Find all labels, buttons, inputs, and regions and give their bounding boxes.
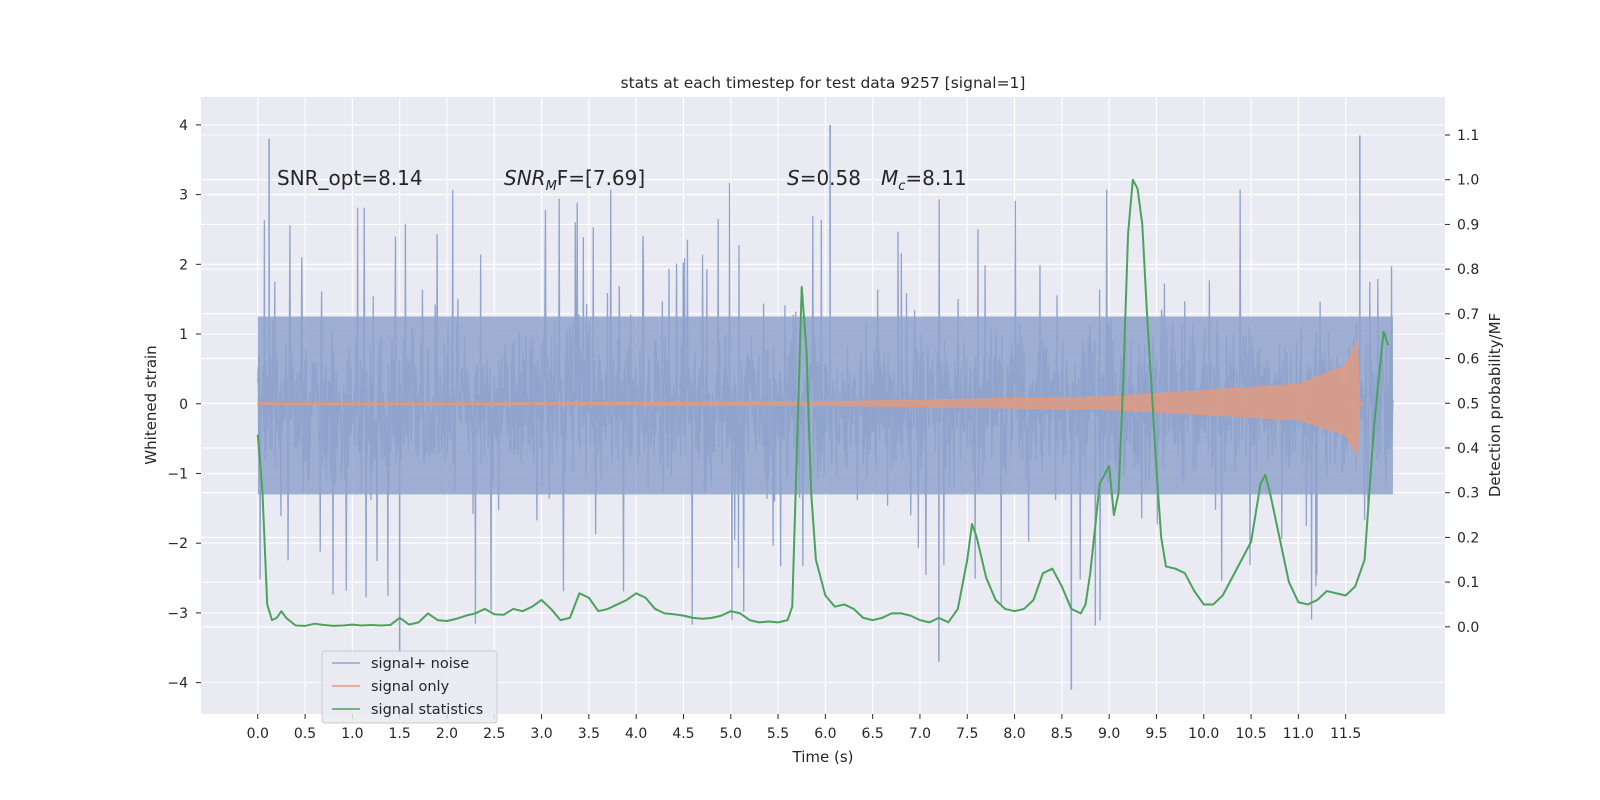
y-left-tick-label: −3: [167, 606, 188, 622]
y-left-tick-label: 1: [179, 327, 188, 343]
y-left-tick-label: 4: [179, 118, 188, 134]
x-tick-label: 3.0: [530, 726, 552, 742]
y-right-tick-label: 0.2: [1457, 530, 1479, 546]
signal-envelope: [257, 339, 1364, 458]
x-tick-label: 5.0: [720, 726, 742, 742]
x-tick-label: 6.0: [814, 726, 836, 742]
annotation-mc-var: M: [881, 166, 898, 190]
legend-label-signal-statistics: signal statistics: [371, 702, 483, 718]
annotation-snr-mf-rest: F=[7.69]: [557, 166, 645, 190]
x-tick-label: 3.5: [578, 726, 600, 742]
x-tick-label: 0.0: [247, 726, 269, 742]
x-tick-label: 4.5: [672, 726, 694, 742]
x-axis: 0.0 0.5 1.0 1.5 2.0 2.5 3.0 3.5 4.0 4.5 5.0 5.5 6.0 6…: [247, 714, 1361, 742]
x-tick-label: 6.5: [862, 726, 884, 742]
x-tick-label: 7.5: [956, 726, 978, 742]
y-left-tick-label: −2: [167, 536, 188, 552]
x-tick-label: 10.5: [1235, 726, 1266, 742]
x-tick-label: 4.0: [625, 726, 647, 742]
y-left-tick-label: −4: [167, 676, 188, 692]
annotation-s-rest: =0.58: [800, 166, 861, 190]
y-left-tick-label: −1: [167, 466, 188, 482]
y-axis-right: 1.1 1.0 0.9 0.8 0.7 0.6 0.5 0.4 0.3 0.2 0.1 0.0: [1445, 128, 1479, 636]
annotation-mc-sub: c: [898, 179, 905, 194]
annotation-s-var: S: [787, 166, 800, 190]
y-left-tick-label: 3: [179, 188, 188, 204]
y-axis-left: 4 3 2 1 0 −1 −2 −3 −4: [167, 118, 201, 692]
annotation-s: S=0.58: [787, 166, 861, 190]
y-left-tick-label: 0: [179, 397, 188, 413]
annotation-snr-opt: SNR_opt=8.14: [277, 166, 423, 190]
x-tick-label: 8.5: [1051, 726, 1073, 742]
x-tick-label: 9.0: [1098, 726, 1120, 742]
y-right-tick-label: 0.3: [1457, 486, 1479, 502]
y-right-tick-label: 0.1: [1457, 575, 1479, 591]
y-right-tick-label: 0.9: [1457, 217, 1479, 233]
y-axis-left-label: Whitened strain: [142, 345, 160, 464]
legend-label-signal-only: signal only: [371, 679, 450, 695]
y-right-tick-label: 0.8: [1457, 262, 1479, 278]
annotation-snr-mf: SNRMF=[7.69]: [504, 166, 645, 194]
x-tick-label: 10.0: [1188, 726, 1219, 742]
x-tick-label: 9.5: [1145, 726, 1167, 742]
x-tick-label: 5.5: [767, 726, 789, 742]
series-signal-statistics: [256, 178, 1390, 627]
chart-title: stats at each timestep for test data 925…: [621, 74, 1026, 92]
y-right-tick-label: 0.4: [1457, 441, 1479, 457]
x-tick-label: 2.5: [483, 726, 505, 742]
x-tick-label: 7.0: [909, 726, 931, 742]
statistics-line: [256, 178, 1390, 627]
legend-label-signal-noise: signal+ noise: [371, 656, 469, 672]
annotation-mc-rest: =8.11: [905, 166, 966, 190]
x-tick-label: 2.0: [436, 726, 458, 742]
annotation-snr-mf-sub: M: [546, 179, 557, 194]
x-tick-label: 1.0: [341, 726, 363, 742]
x-tick-label: 1.5: [389, 726, 411, 742]
x-tick-label: 8.0: [1003, 726, 1025, 742]
y-right-tick-label: 1.0: [1457, 173, 1479, 189]
y-right-tick-label: 0.7: [1457, 307, 1479, 323]
series-signal-only: [257, 339, 1364, 458]
annotation-mc: Mc=8.11: [881, 166, 967, 194]
y-axis-right-label: Detection probability/MF: [1486, 313, 1504, 497]
legend: signal+ noise signal only signal statist…: [321, 650, 498, 724]
x-tick-label: 11.5: [1330, 726, 1361, 742]
noise-trace: [257, 182, 1394, 626]
y-left-tick-label: 2: [179, 257, 188, 273]
y-right-tick-label: 0.5: [1457, 396, 1479, 412]
y-right-tick-label: 0.6: [1457, 352, 1479, 368]
annotation-snr-mf-base: SNR: [504, 166, 546, 190]
x-tick-label: 0.5: [294, 726, 316, 742]
legend-box: [321, 650, 498, 724]
y-right-tick-label: 0.0: [1457, 620, 1479, 636]
x-axis-label: Time (s): [792, 748, 854, 766]
x-tick-label: 11.0: [1283, 726, 1314, 742]
y-right-tick-label: 1.1: [1457, 128, 1479, 144]
